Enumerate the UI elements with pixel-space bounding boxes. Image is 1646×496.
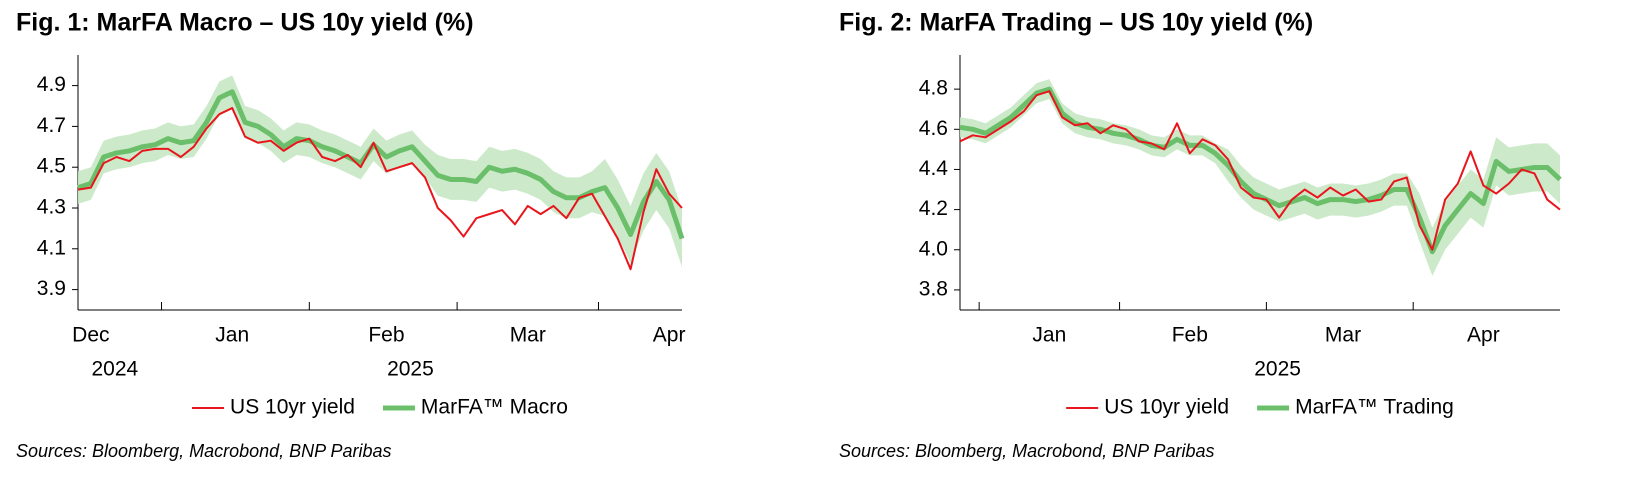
- y-tick-label: 3.9: [37, 277, 66, 300]
- x-tick-label: Mar: [1325, 324, 1361, 347]
- y-tick-label: 4.8: [919, 77, 948, 100]
- legend-label: MarFA™ Trading: [1295, 396, 1454, 419]
- y-tick-label: 4.3: [37, 196, 66, 219]
- chart-panel: Fig. 2: MarFA Trading – US 10y yield (%)…: [839, 9, 1562, 461]
- x-year-label: 2025: [1254, 358, 1301, 381]
- y-tick-label: 4.2: [919, 197, 948, 220]
- x-tick-label: Jan: [215, 324, 249, 347]
- legend: US 10yr yield MarFA™ Trading: [1066, 396, 1454, 419]
- legend-label: US 10yr yield: [230, 396, 355, 419]
- x-tick-label: Mar: [510, 324, 546, 347]
- y-tick-label: 4.9: [37, 73, 66, 96]
- x-tick-label: Feb: [368, 324, 404, 347]
- x-tick-label: Feb: [1172, 324, 1208, 347]
- chart-title: Fig. 2: MarFA Trading – US 10y yield (%): [839, 9, 1313, 37]
- chart-title: Fig. 1: MarFA Macro – US 10y yield (%): [16, 9, 474, 37]
- confidence-band: [78, 75, 682, 268]
- x-tick-label: Dec: [72, 324, 109, 347]
- legend-label: MarFA™ Macro: [421, 396, 568, 419]
- y-tick-label: 4.7: [37, 114, 66, 137]
- x-tick-label: Apr: [1467, 324, 1500, 347]
- series-line: [959, 86, 1562, 255]
- legend-label: US 10yr yield: [1104, 396, 1229, 419]
- x-tick-label: Jan: [1032, 324, 1066, 347]
- y-tick-label: 3.8: [919, 277, 948, 300]
- series-line: [959, 90, 1561, 251]
- chart-panel: Fig. 1: MarFA Macro – US 10y yield (%) 3.…: [16, 9, 685, 461]
- y-tick-label: 4.1: [37, 236, 66, 259]
- source-note: Sources: Bloomberg, Macrobond, BNP Parib…: [16, 441, 392, 461]
- y-tick-label: 4.4: [919, 157, 949, 180]
- x-year-label: 2025: [387, 358, 434, 381]
- y-tick-label: 4.6: [919, 117, 948, 140]
- y-tick-label: 4.5: [37, 155, 66, 178]
- confidence-band: [960, 79, 1560, 276]
- x-year-label: 2024: [91, 358, 138, 381]
- legend: US 10yr yield MarFA™ Macro: [192, 396, 568, 419]
- source-note: Sources: Bloomberg, Macrobond, BNP Parib…: [839, 441, 1215, 461]
- x-tick-label: Apr: [653, 324, 686, 347]
- y-tick-label: 4.0: [919, 237, 948, 260]
- series-line: [77, 107, 683, 271]
